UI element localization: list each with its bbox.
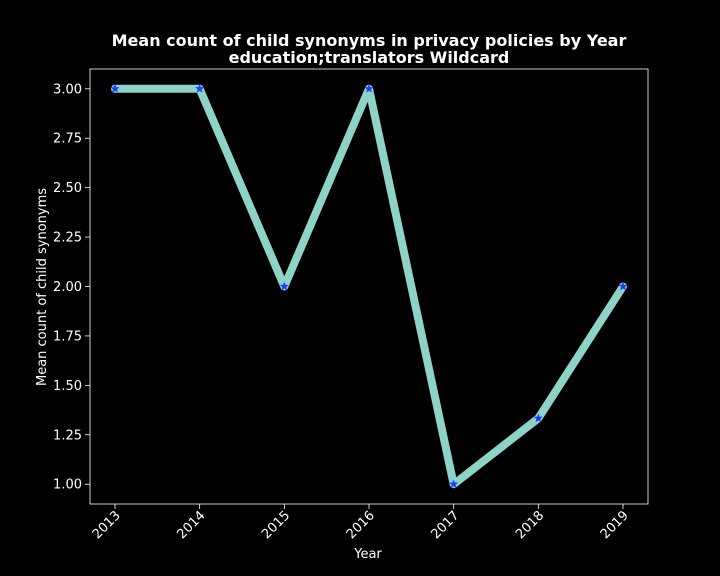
x-tick-label: 2013 — [90, 508, 124, 542]
y-axis-label: Mean count of child synonyms — [35, 188, 50, 386]
x-tick-label: 2017 — [428, 508, 462, 542]
y-tick-label: 1.75 — [53, 329, 82, 344]
y-tick-label: 2.25 — [53, 231, 82, 246]
data-point-marker — [618, 281, 628, 291]
series-line — [111, 84, 627, 489]
data-point-marker — [279, 281, 289, 291]
y-tick-label: 2.50 — [53, 181, 82, 196]
data-point-marker — [195, 83, 205, 93]
x-axis-label: Year — [353, 547, 382, 562]
y-tick-label: 1.25 — [53, 428, 82, 443]
chart-title-line1: Mean count of child synonyms in privacy … — [112, 31, 627, 50]
y-tick-label: 2.75 — [53, 132, 82, 147]
x-tick-label: 2016 — [344, 508, 378, 542]
x-tick-label: 2018 — [513, 508, 547, 542]
data-point-marker — [110, 83, 120, 93]
x-tick-label: 2015 — [259, 508, 293, 542]
data-point-marker — [533, 413, 543, 423]
y-tick-label: 2.00 — [53, 280, 82, 295]
chart-title-line2: education;translators Wildcard — [229, 48, 510, 67]
x-tick-label: 2014 — [174, 508, 208, 542]
plot-frame — [89, 68, 649, 505]
data-point-marker — [364, 83, 374, 93]
data-point-marker — [449, 479, 459, 489]
y-tick-label: 3.00 — [53, 82, 82, 97]
x-tick-label: 2019 — [598, 508, 632, 542]
y-tick-label: 1.50 — [53, 379, 82, 394]
plot-area: 1.00 1.25 1.50 1.75 2.00 2.25 2.50 2.75 3.00 2013… — [53, 68, 649, 542]
y-tick-label: 1.00 — [53, 478, 82, 493]
